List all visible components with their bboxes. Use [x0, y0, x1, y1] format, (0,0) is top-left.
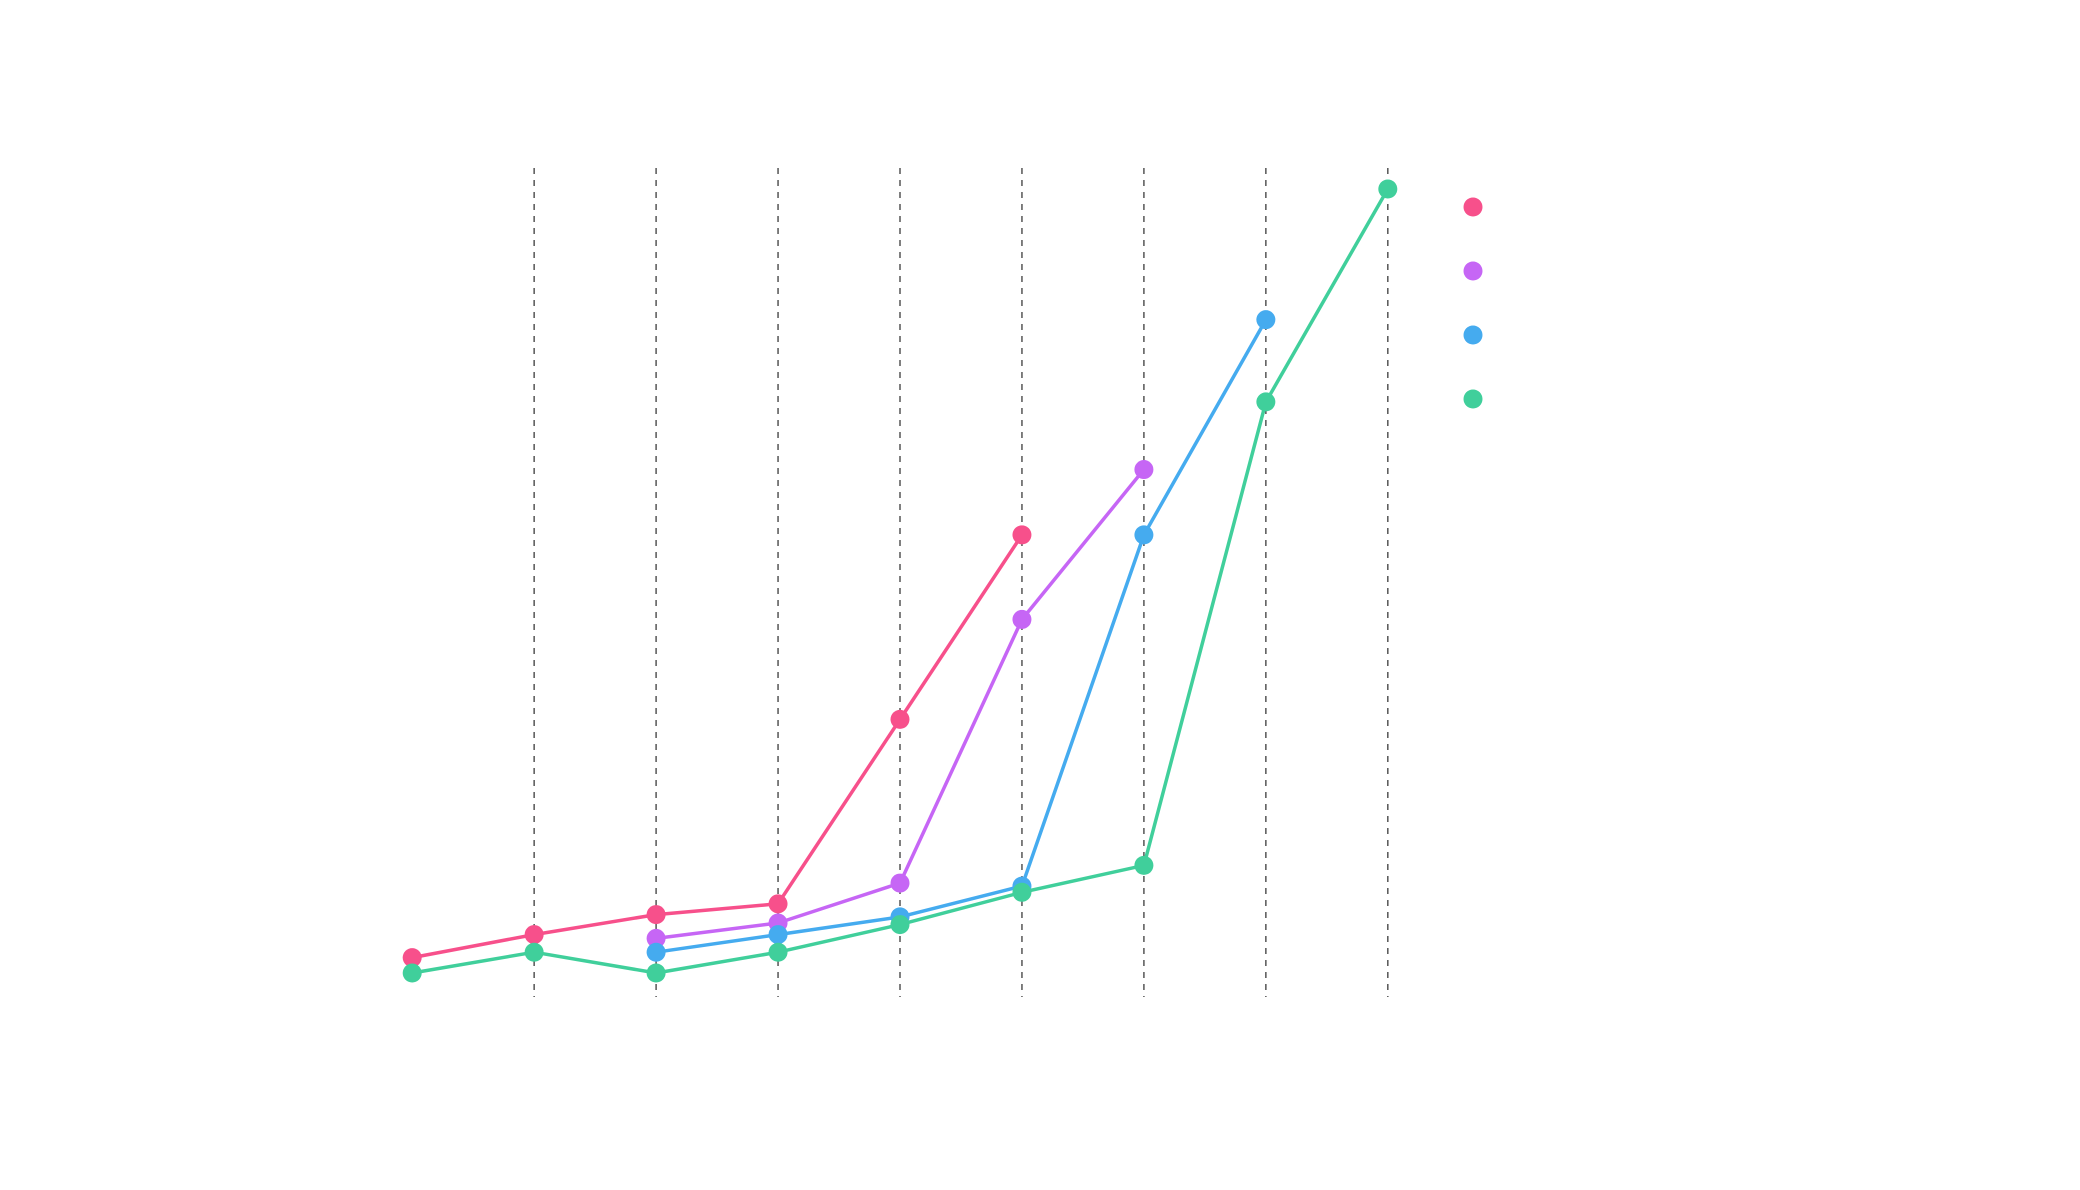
data-point-s4-1 [402, 963, 422, 983]
data-point-s4-8 [1256, 392, 1276, 412]
data-point-s1-3 [646, 905, 666, 925]
data-point-s2-4 [1012, 609, 1032, 629]
data-point-s2-3 [890, 873, 910, 893]
data-point-s1-2 [524, 925, 544, 945]
data-point-s4-6 [1012, 882, 1032, 902]
data-point-s3-2 [768, 925, 788, 945]
legend-marker-2 [1463, 261, 1483, 281]
data-point-s2-1 [646, 928, 666, 948]
legend [1463, 197, 1483, 409]
data-points [402, 179, 1398, 983]
series-line-1 [410, 533, 1024, 960]
data-point-s4-2 [524, 942, 544, 962]
data-point-s4-5 [890, 915, 910, 935]
data-point-s3-1 [646, 942, 666, 962]
data-point-s1-1 [402, 948, 422, 968]
data-point-s3-6 [1256, 310, 1276, 330]
legend-marker-3 [1463, 325, 1483, 345]
data-point-s4-3 [646, 963, 666, 983]
legend-marker-1 [1463, 197, 1483, 217]
gridlines [533, 168, 1389, 997]
data-point-s2-5 [1134, 460, 1154, 480]
data-point-s4-4 [768, 942, 788, 962]
legend-marker-4 [1463, 389, 1483, 409]
data-point-s4-9 [1378, 179, 1398, 199]
data-point-s1-4 [768, 894, 788, 914]
series-line-3 [654, 317, 1268, 954]
data-point-s3-5 [1134, 525, 1154, 545]
data-point-s1-5 [890, 709, 910, 729]
data-point-s1-6 [1012, 525, 1032, 545]
data-point-s4-7 [1134, 855, 1154, 875]
